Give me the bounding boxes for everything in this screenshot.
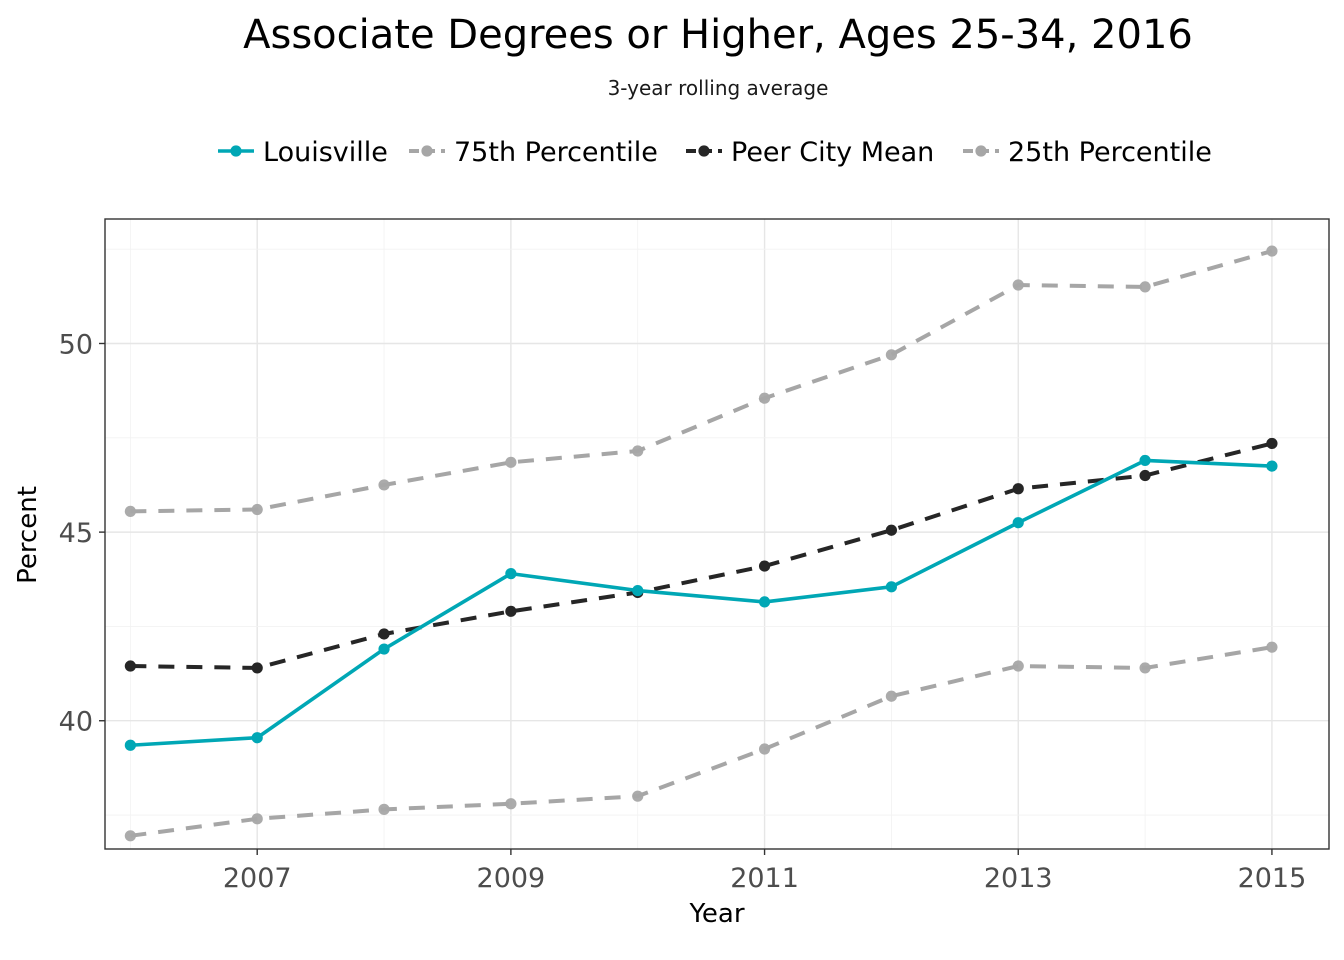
data-point-25th-percentile [758, 743, 771, 755]
data-point-75th-percentile [124, 505, 136, 517]
data-point-75th-percentile [758, 392, 771, 404]
data-point-louisville [1139, 454, 1151, 467]
data-point-louisville [251, 732, 263, 744]
legend-label: Peer City Mean [731, 137, 934, 168]
data-point-25th-percentile [505, 798, 517, 810]
data-point-75th-percentile [378, 479, 390, 491]
data-point-25th-percentile [1266, 641, 1278, 653]
y-axis-title: Percent [13, 486, 43, 584]
data-point-75th-percentile [505, 456, 517, 468]
data-point-louisville [378, 643, 390, 655]
data-point-75th-percentile [885, 349, 898, 361]
data-point-75th-percentile [251, 503, 263, 516]
data-point-peer-city-mean [124, 660, 136, 672]
data-point-25th-percentile [885, 690, 898, 702]
x-tick-label: 2007 [223, 863, 292, 894]
data-point-louisville [1012, 517, 1024, 529]
series-peer-city-mean [124, 437, 1278, 674]
y-tick-label: 45 [59, 518, 93, 549]
legend-item-75th-percentile: 75th Percentile [409, 137, 658, 168]
data-point-louisville [1266, 460, 1278, 472]
data-point-75th-percentile [632, 445, 644, 457]
legend-key-point [230, 145, 242, 157]
x-tick-label: 2015 [1238, 863, 1307, 894]
data-point-25th-percentile [124, 830, 136, 842]
data-point-25th-percentile [251, 813, 263, 825]
data-point-75th-percentile [1012, 279, 1024, 291]
chart-title: Associate Degrees or Higher, Ages 25-34,… [243, 12, 1193, 58]
series-75th-percentile [124, 245, 1278, 517]
chart-subtitle: 3-year rolling average [608, 76, 829, 100]
data-point-75th-percentile [1266, 245, 1278, 257]
data-point-peer-city-mean [758, 560, 771, 572]
data-point-peer-city-mean [1139, 469, 1151, 482]
data-point-25th-percentile [632, 790, 644, 802]
data-point-peer-city-mean [1012, 483, 1024, 495]
data-point-louisville [632, 584, 644, 597]
y-axis: 40 45 50 [59, 329, 105, 738]
y-tick-label: 40 [59, 707, 93, 738]
data-point-louisville [758, 596, 771, 608]
data-point-25th-percentile [1139, 662, 1151, 674]
series-line-25th-percentile [130, 645, 1273, 838]
legend-label: 75th Percentile [454, 137, 658, 168]
data-point-peer-city-mean [378, 628, 390, 640]
legend-key-point [698, 145, 710, 157]
data-point-75th-percentile [1139, 281, 1151, 293]
x-tick-label: 2009 [477, 863, 546, 894]
legend-label: Louisville [263, 137, 388, 168]
data-point-louisville [505, 568, 517, 580]
data-point-peer-city-mean [505, 605, 517, 617]
data-point-louisville [124, 739, 136, 751]
data-point-louisville [885, 581, 898, 593]
x-tick-label: 2013 [984, 863, 1053, 894]
data-point-peer-city-mean [251, 662, 263, 674]
legend-item-25th-percentile: 25th Percentile [963, 137, 1212, 168]
plot-border [104, 218, 1330, 850]
x-tick-label: 2011 [730, 863, 799, 894]
legend-key-point [421, 145, 433, 157]
series-layer [124, 245, 1278, 842]
data-point-peer-city-mean [885, 524, 898, 536]
grid [105, 219, 1329, 849]
series-line-peer-city-mean [130, 441, 1273, 670]
data-point-25th-percentile [378, 803, 390, 815]
legend-key-point [975, 145, 987, 157]
series-line-louisville [130, 458, 1273, 748]
series-louisville [124, 454, 1278, 751]
x-axis-title: Year [688, 899, 744, 929]
legend-label: 25th Percentile [1008, 137, 1212, 168]
series-25th-percentile [124, 641, 1278, 842]
x-axis: 2007 2009 2011 2013 2015 [223, 849, 1306, 894]
y-tick-label: 50 [59, 329, 93, 360]
data-point-25th-percentile [1012, 660, 1024, 672]
legend: Louisville 75th Percentile Peer City Mean 2… [218, 137, 1212, 168]
legend-item-peer-city-mean: Peer City Mean [686, 137, 934, 168]
data-point-peer-city-mean [1266, 437, 1278, 450]
series-line-75th-percentile [130, 249, 1273, 514]
legend-item-louisville: Louisville [218, 137, 388, 168]
